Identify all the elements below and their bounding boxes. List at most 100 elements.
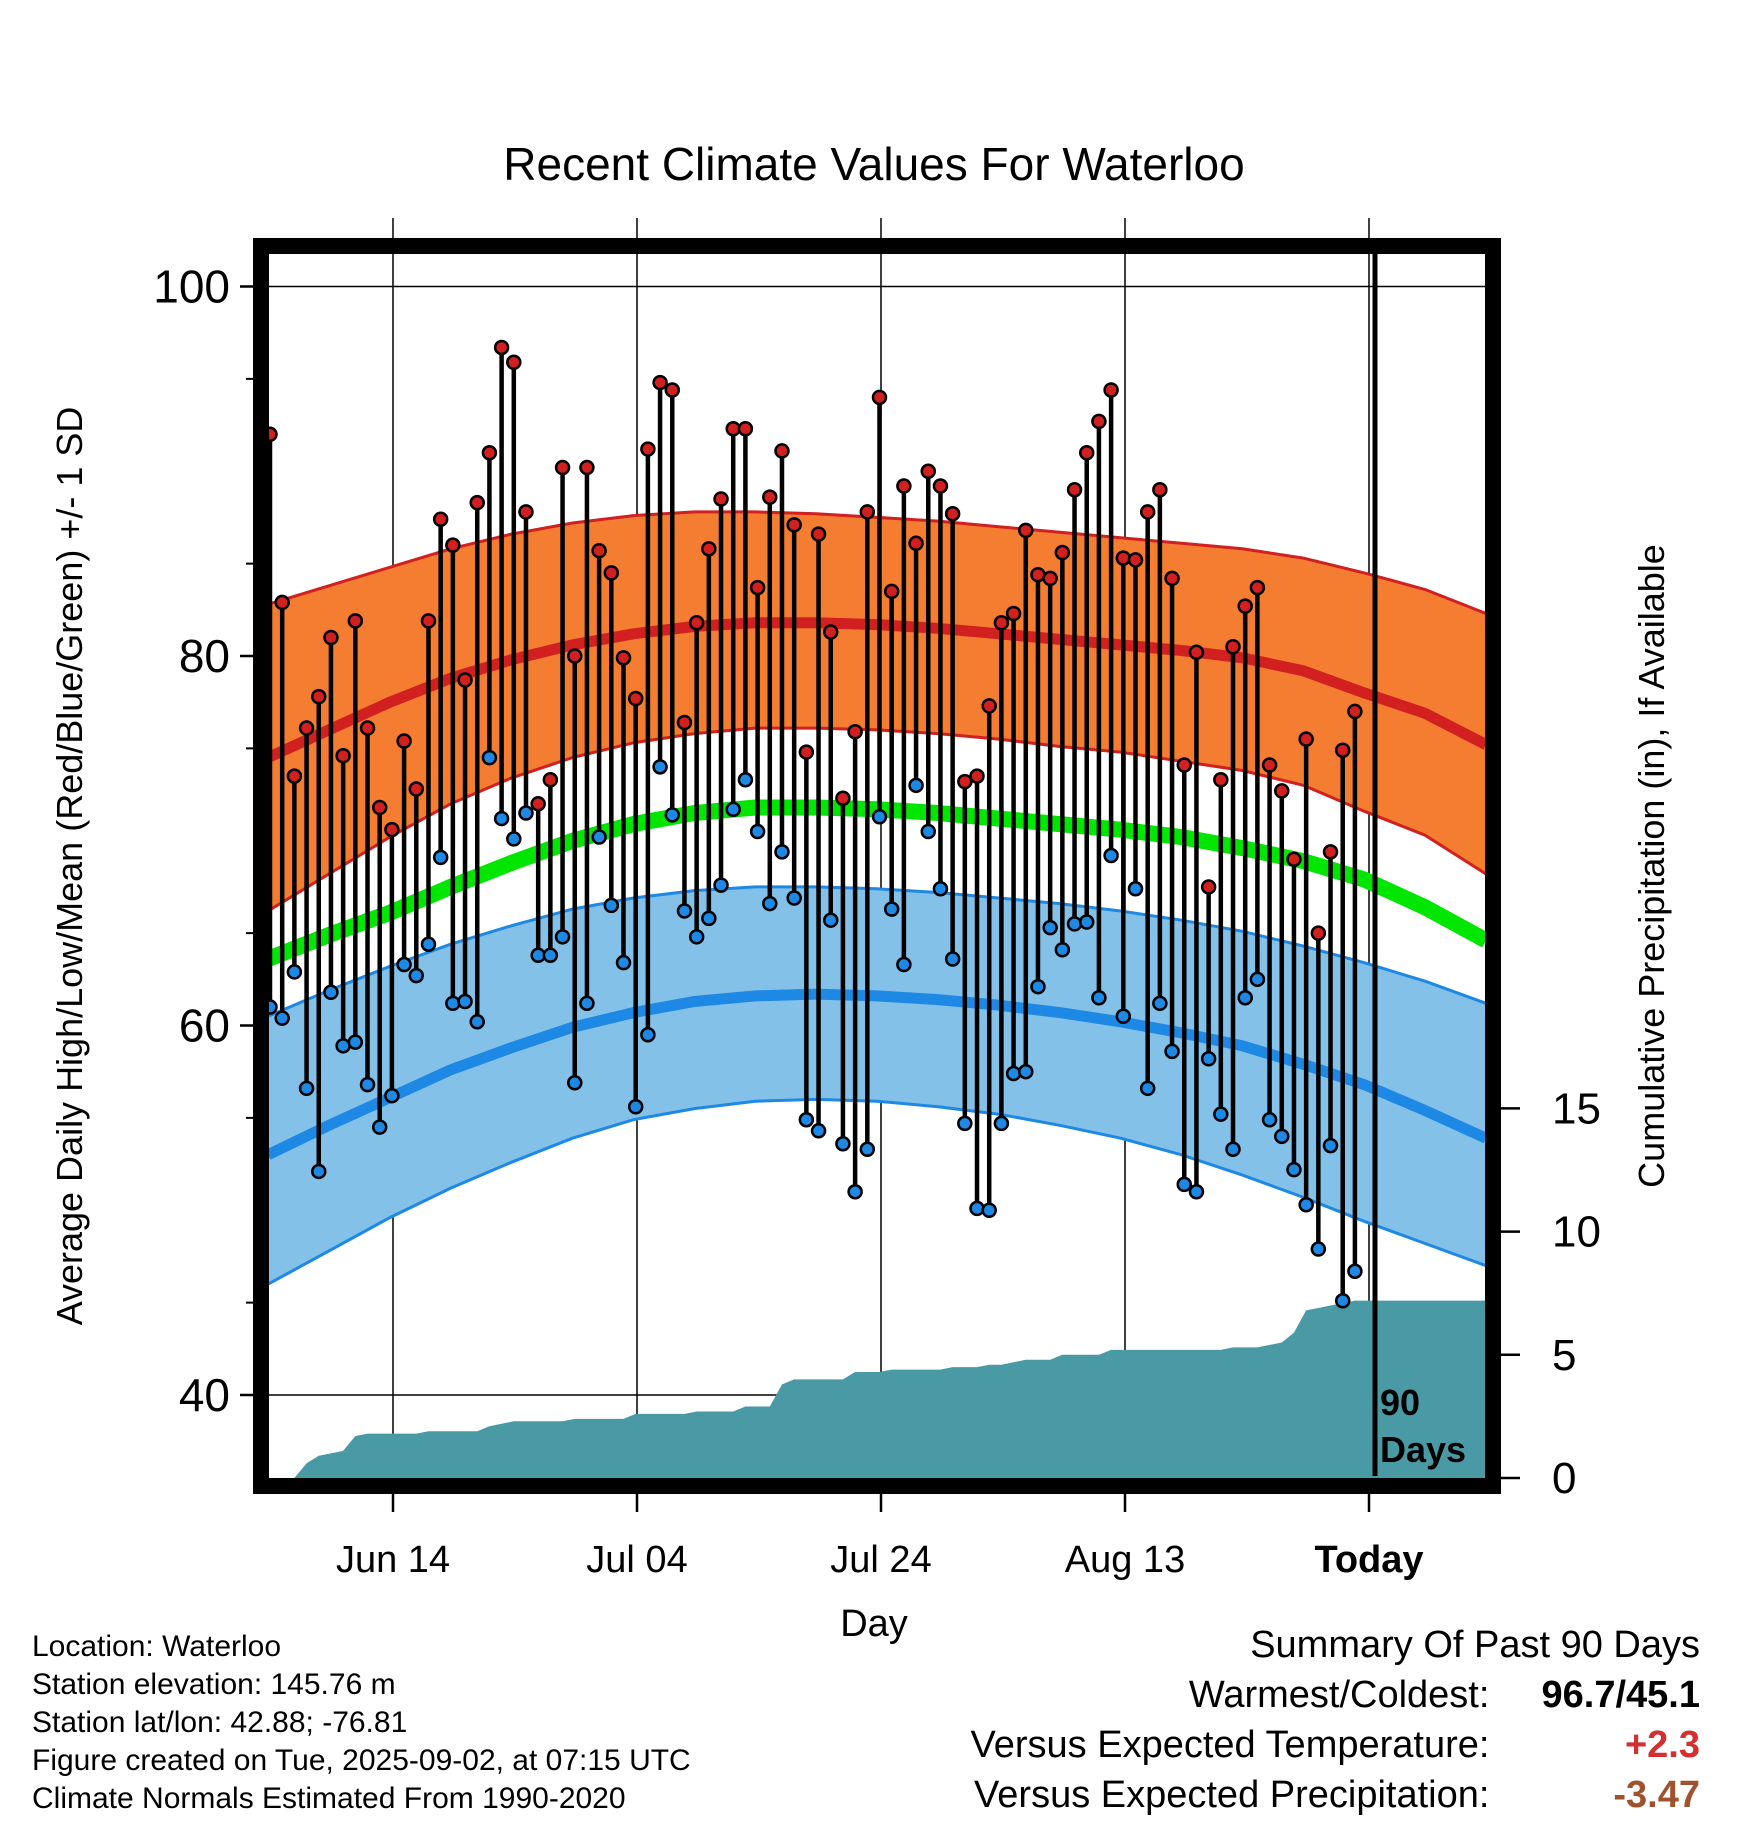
daily-high-point [871, 389, 888, 406]
daily-high-point [1334, 742, 1351, 758]
daily-high-point [286, 768, 303, 784]
daily-high-point [323, 629, 339, 646]
daily-high-point [652, 374, 668, 391]
daily-high-point [627, 690, 644, 707]
daily-high-point [920, 463, 937, 479]
daily-low-point [1054, 942, 1071, 958]
y2-tick-label: 0 [1552, 1454, 1576, 1503]
info-latlon: Station lat/lon: 42.88; -76.81 [32, 1706, 408, 1739]
daily-low-point [542, 947, 559, 964]
daily-high-point [713, 491, 729, 507]
daily-low-point [396, 956, 412, 973]
daily-high-point [1237, 598, 1253, 614]
daily-low-point [286, 964, 303, 980]
daily-low-point [469, 1014, 485, 1030]
y2-tick-label: 5 [1552, 1331, 1576, 1380]
low-sd-band-lower-edge [267, 1097, 1487, 1286]
cumulative-precip-area [270, 1300, 1486, 1478]
temp-label: Versus Expected Temperature: [970, 1724, 1490, 1766]
daily-high-point [506, 354, 522, 370]
daily-low-point [993, 1115, 1010, 1132]
daily-low-point [1005, 1065, 1022, 1082]
chart-title: Recent Climate Values For Waterloo [503, 138, 1244, 190]
summary-warm-cold: Warmest/Coldest: 96.7/45.1 [971, 1670, 1700, 1720]
high-sd-band-lower-edge [267, 726, 1487, 913]
daily-low-point [1347, 1263, 1363, 1279]
x-axis-label: Day [840, 1603, 908, 1645]
daily-low-point [1237, 990, 1253, 1006]
daily-high-point [1213, 772, 1229, 788]
daily-high-point [981, 698, 997, 714]
daily-low-point [603, 897, 620, 914]
summary-panel: Summary Of Past 90 Days Warmest/Coldest:… [971, 1620, 1700, 1820]
daily-high-point [1286, 851, 1302, 867]
daily-high-point [932, 478, 949, 494]
daily-low-point [798, 1111, 815, 1128]
daily-high-point [883, 583, 900, 600]
daily-low-point [445, 995, 461, 1012]
daily-low-point [1188, 1184, 1205, 1200]
daily-high-point [371, 799, 388, 816]
daily-high-point [1188, 644, 1205, 661]
precip-value: -3.47 [1613, 1774, 1700, 1816]
daily-low-point [1139, 1080, 1156, 1097]
daily-high-point [408, 781, 425, 797]
daily-low-point [1152, 995, 1168, 1012]
daily-low-point [1018, 1063, 1034, 1080]
precip-area [270, 1300, 1486, 1478]
plot-frame [253, 238, 1501, 1494]
daily-low-point [701, 910, 717, 927]
daily-high-point [481, 445, 498, 461]
daily-low-point [774, 844, 790, 860]
daily-high-point [274, 594, 290, 611]
daily-high-point [957, 773, 973, 790]
warm-cold-label: Warmest/Coldest: [1188, 1674, 1490, 1716]
daily-high-point [311, 688, 327, 705]
daily-high-point [640, 441, 656, 457]
daily-high-point [737, 421, 754, 437]
daily-low-point [579, 995, 595, 1012]
daily-low-point [786, 890, 802, 906]
daily-low-point [518, 805, 534, 821]
daily-low-point [627, 1099, 644, 1115]
daily-high-point [1042, 570, 1058, 587]
daily-low-point [554, 929, 571, 945]
daily-low-point [1261, 1111, 1278, 1128]
daily-low-point [408, 967, 425, 984]
daily-high-point [1018, 522, 1034, 539]
daily-high-point [457, 672, 473, 688]
daily-high-point [701, 541, 717, 557]
daily-low-point [749, 823, 766, 840]
y2-tick-label: 10 [1552, 1208, 1601, 1257]
daily-low-point [1249, 971, 1266, 988]
y2-axis-label: Cumulative Precipitation (in), If Availa… [1631, 544, 1672, 1188]
daily-low-point [944, 951, 961, 967]
daily-high-point [1164, 570, 1180, 587]
daily-low-point [567, 1075, 583, 1091]
daily-high-point [1310, 925, 1327, 941]
daily-high-point [798, 744, 815, 760]
daily-high-point [1274, 783, 1290, 799]
daily-low-point [969, 1200, 985, 1217]
summary-heading: Summary Of Past 90 Days [1250, 1624, 1700, 1666]
daily-low-point [822, 912, 839, 928]
daily-high-point [1200, 879, 1217, 895]
daily-low-point [640, 1026, 656, 1043]
daily-low-point [957, 1115, 973, 1132]
daily-low-point [506, 831, 522, 847]
daily-high-point [1249, 579, 1266, 596]
y2-axis: 0 5 10 15 [1500, 1084, 1601, 1503]
daily-low-point [1030, 978, 1046, 995]
daily-low-point [591, 829, 607, 845]
daily-low-point [920, 823, 937, 840]
daily-low-point [1298, 1196, 1314, 1213]
daily-low-point [1164, 1043, 1180, 1060]
daily-high-point [469, 494, 485, 511]
daily-low-point [347, 1034, 364, 1050]
daily-high-point [896, 478, 912, 494]
daily-low-point [908, 777, 924, 794]
y-tick-label: 60 [179, 1000, 230, 1052]
daily-high-point [567, 648, 583, 664]
daily-high-point [1225, 639, 1241, 655]
